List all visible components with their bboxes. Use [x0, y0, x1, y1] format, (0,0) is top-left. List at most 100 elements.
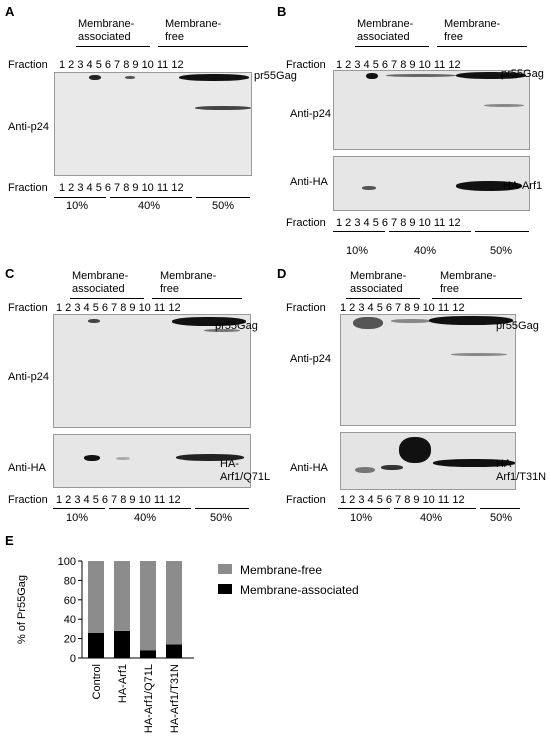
- panel-b-free-bracket: [437, 46, 527, 47]
- panel-d-header-free: Membrane- free: [440, 270, 497, 295]
- panel-d-free-bracket: [432, 298, 522, 299]
- legend-swatch: [218, 584, 232, 594]
- y-tick-label: 40: [64, 614, 76, 626]
- panel-b-p24-blot: [333, 70, 530, 150]
- y-tick-label: 80: [64, 575, 76, 587]
- panel-c-lane-numbers-bottom: 1 2 3 4 5 6 7 8 9 10 11 12: [56, 494, 181, 506]
- panel-b-lane-numbers-bottom: 1 2 3 4 5 6 7 8 9 10 11 12: [336, 217, 461, 229]
- panel-c-pct-40: 40%: [134, 512, 157, 524]
- panel-b-letter: B: [277, 4, 287, 19]
- panel-a-pct-50: 50%: [212, 200, 235, 212]
- bar-membrane-associated: [114, 630, 130, 658]
- panel-a-lane-numbers-top: 1 2 3 4 5 6 7 8 9 10 11 12: [59, 59, 184, 71]
- bar-membrane-free: [166, 561, 182, 645]
- panel-b-header-associated: Membrane- associated: [357, 18, 414, 43]
- panel-d-header-associated: Membrane- associated: [350, 270, 407, 295]
- panel-d-letter: D: [277, 266, 287, 281]
- panel-d-pct-40: 40%: [420, 512, 443, 524]
- panel-a-lane-numbers-bottom: 1 2 3 4 5 6 7 8 9 10 11 12: [59, 182, 184, 194]
- panel-c-free-bracket: [152, 298, 242, 299]
- panel-a-40-bracket: [110, 197, 192, 198]
- bar-membrane-associated: [88, 632, 104, 658]
- panel-b-10-bracket: [333, 231, 385, 232]
- panel-c-pct-10: 10%: [66, 512, 89, 524]
- panel-c-band-label: pr55Gag: [215, 320, 258, 332]
- panel-b-pct-50: 50%: [490, 245, 513, 257]
- panel-b-associated-bracket: [355, 46, 429, 47]
- panel-a-letter: A: [5, 4, 15, 19]
- panel-d-associated-bracket: [346, 298, 420, 299]
- panel-c-header-associated: Membrane- associated: [72, 270, 129, 295]
- panel-d-pct-50: 50%: [490, 512, 513, 524]
- panel-a-header-free: Membrane- free: [165, 18, 222, 43]
- panel-b-pct-10: 10%: [346, 245, 369, 257]
- panel-c-letter: C: [5, 266, 15, 281]
- panel-d-lane-numbers-top: 1 2 3 4 5 6 7 8 9 10 11 12: [340, 302, 465, 314]
- x-tick-label: HA-Arf1/Q71L: [143, 664, 155, 733]
- panel-b-band-label: pr55Gag: [501, 68, 544, 80]
- panel-c-fraction-label-bottom: Fraction: [8, 494, 48, 506]
- panel-c-antibody-label: Anti-p24: [8, 371, 49, 383]
- panel-c-lane-numbers-top: 1 2 3 4 5 6 7 8 9 10 11 12: [56, 302, 181, 314]
- panel-d-band-label: pr55Gag: [496, 320, 539, 332]
- panel-c-fraction-label-top: Fraction: [8, 302, 48, 314]
- panel-c-50-bracket: [195, 508, 249, 509]
- panel-a-pct-10: 10%: [66, 200, 89, 212]
- panel-c-ha-antibody-label: Anti-HA: [8, 462, 46, 474]
- panel-a-header-associated: Membrane- associated: [78, 18, 135, 43]
- bar-membrane-associated: [166, 644, 182, 658]
- panel-a-50-bracket: [196, 197, 250, 198]
- legend-swatch: [218, 564, 232, 574]
- x-tick-label: HA-Arf1/T31N: [169, 664, 181, 733]
- panel-d-10-bracket: [338, 508, 390, 509]
- panel-a-free-bracket: [158, 46, 248, 47]
- panel-d-fraction-label-top: Fraction: [286, 302, 326, 314]
- bar-membrane-associated: [140, 650, 156, 658]
- panel-a-10-bracket: [54, 197, 106, 198]
- panel-d-fraction-label-bottom: Fraction: [286, 494, 326, 506]
- panel-e-chart: 0 20 40 60 80 100 % of Pr55Gag Control HA-Arf1 HA…: [16, 556, 359, 733]
- panel-b-ha-label: HA-Arf1: [503, 180, 543, 192]
- panel-b-lane-numbers-top: 1 2 3 4 5 6 7 8 9 10 11 12: [336, 59, 461, 71]
- panel-a-fraction-label-bottom: Fraction: [8, 182, 48, 194]
- panel-d-ha-blot: [340, 432, 516, 490]
- panel-a-p24-blot: [54, 72, 252, 176]
- panel-a-associated-bracket: [76, 46, 150, 47]
- panel-b-ha-antibody-label: Anti-HA: [290, 176, 328, 188]
- panel-c-ha-blot: [53, 434, 251, 488]
- panel-d-antibody-label: Anti-p24: [290, 353, 331, 365]
- panel-c-p24-blot: [53, 314, 251, 428]
- panel-b-fraction-label-top: Fraction: [286, 59, 326, 71]
- y-axis-label: % of Pr55Gag: [16, 575, 28, 644]
- panel-a-antibody-label: Anti-p24: [8, 121, 49, 133]
- y-tick-label: 60: [64, 595, 76, 607]
- y-tick-label: 100: [58, 556, 76, 568]
- panel-a-pct-40: 40%: [138, 200, 161, 212]
- panel-e-letter: E: [5, 533, 14, 548]
- panel-a-fraction-label-top: Fraction: [8, 59, 48, 71]
- panel-b-pct-40: 40%: [414, 245, 437, 257]
- panel-b-header-free: Membrane- free: [444, 18, 501, 43]
- y-tick-label: 20: [64, 634, 76, 646]
- panel-b-fraction-label-bottom: Fraction: [286, 217, 326, 229]
- panel-b-ha-blot: [333, 156, 530, 211]
- panel-b-antibody-label: Anti-p24: [290, 108, 331, 120]
- panel-c-header-free: Membrane- free: [160, 270, 217, 295]
- panel-d-ha-antibody-label: Anti-HA: [290, 462, 328, 474]
- panel-c-associated-bracket: [70, 298, 144, 299]
- panel-c-pct-50: 50%: [210, 512, 233, 524]
- panel-d-ha-label: HA- Arf1/T31N: [496, 458, 547, 483]
- panel-d-lane-numbers-bottom: 1 2 3 4 5 6 7 8 9 10 11 12: [340, 494, 465, 506]
- y-tick-label: 0: [70, 653, 76, 665]
- panel-b-50-bracket: [475, 231, 529, 232]
- panel-d-p24-blot: [340, 314, 516, 426]
- legend-label: Membrane-associated: [240, 583, 359, 597]
- x-tick-label: Control: [91, 664, 103, 699]
- panel-c-10-bracket: [53, 508, 105, 509]
- panel-a-band-label: pr55Gag: [254, 70, 297, 82]
- panel-c-ha-label: HA- Arf1/Q71L: [220, 458, 271, 483]
- panel-d-40-bracket: [394, 508, 476, 509]
- panel-b-40-bracket: [389, 231, 471, 232]
- panel-d-pct-10: 10%: [350, 512, 373, 524]
- legend-label: Membrane-free: [240, 563, 322, 577]
